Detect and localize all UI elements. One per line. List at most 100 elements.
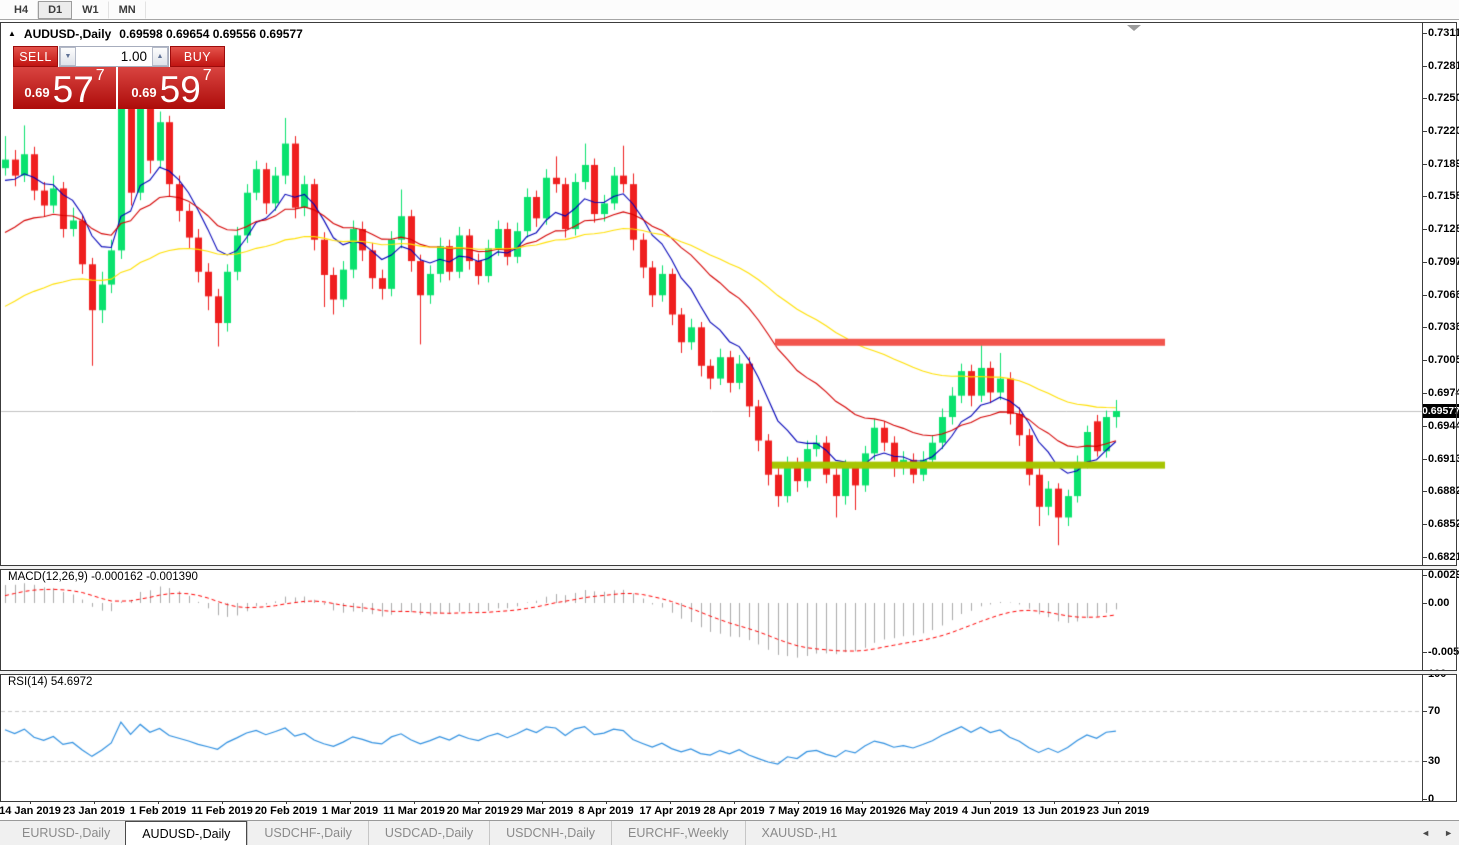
timeframe-button-mn[interactable]: MN (109, 0, 146, 19)
rsi-axis-tick: 30 (1423, 755, 1440, 767)
macd-axis-tick: 0.00 (1423, 597, 1449, 609)
rsi-pane-divider[interactable] (0, 670, 1457, 675)
sell-price-pipette: 7 (95, 67, 105, 84)
chart-tab-usdchf[interactable]: USDCHF-,Daily (247, 821, 368, 845)
rsi-indicator-label: RSI(14) 54.6972 (8, 676, 93, 688)
price-axis-tick: 0.71585 (1423, 190, 1459, 202)
time-axis-label: 13 Jun 2019 (1022, 805, 1086, 817)
time-axis-tick (926, 801, 927, 804)
chart-shift-marker-icon[interactable] (1127, 25, 1141, 31)
time-axis-label: 29 Mar 2019 (510, 805, 574, 817)
buy-price-big: 59 (159, 69, 201, 110)
macd-pane-divider[interactable] (0, 565, 1457, 570)
time-axis-tick (606, 801, 607, 804)
chart-tabs: EURUSD-,Daily AUDUSD-,Daily USDCHF-,Daily U… (0, 821, 853, 845)
volume-increase-button[interactable]: ▲ (152, 47, 168, 66)
chevron-down-icon: ▼ (64, 53, 72, 60)
time-axis-tick (286, 801, 287, 804)
current-price-tag: 0.69577 (1422, 403, 1459, 418)
time-axis-label: 28 Apr 2019 (703, 805, 765, 817)
chart-tab-eurusd[interactable]: EURUSD-,Daily (22, 826, 111, 840)
time-axis-tick (798, 801, 799, 804)
time-axis-label: 1 Feb 2019 (129, 805, 187, 817)
time-axis-tick (862, 801, 863, 804)
time-axis-tick (414, 801, 415, 804)
sell-button[interactable]: SELL (13, 46, 58, 67)
time-axis-label: 23 Jan 2019 (63, 805, 125, 817)
buy-price-pipette: 7 (202, 67, 212, 84)
price-axis-tick: 0.69745 (1423, 387, 1459, 399)
sell-price-big: 57 (52, 69, 94, 110)
time-axis-tick (158, 801, 159, 804)
chart-tabs-bar: EURUSD-,Daily AUDUSD-,Daily USDCHF-,Daily U… (0, 820, 1459, 845)
time-axis-label: 8 Apr 2019 (578, 805, 634, 817)
chart-tab-audusd[interactable]: AUDUSD-,Daily (125, 821, 248, 845)
time-axis-tick (350, 801, 351, 804)
price-axis-tick: 0.73115 (1423, 27, 1459, 39)
time-axis-label: 14 Jan 2019 (0, 805, 61, 817)
volume-stepper: ▼ ▲ (59, 46, 169, 67)
time-axis-label: 20 Mar 2019 (446, 805, 510, 817)
symbol-period-label: AUDUSD-,Daily (23, 27, 112, 41)
time-axis-label: 23 Jun 2019 (1086, 805, 1150, 817)
ohlc-values: 0.69598 0.69654 0.69556 0.69577 (119, 27, 303, 41)
price-axis-border (1422, 22, 1423, 802)
volume-input[interactable] (76, 47, 152, 66)
tab-scroll-arrows: ◄ ► (1421, 821, 1453, 845)
chart-title: ▲ AUDUSD-,Daily 0.69598 0.69654 0.69556 … (8, 27, 303, 41)
time-axis-tick (30, 801, 31, 804)
price-axis-tick: 0.68825 (1423, 485, 1459, 497)
timeframe-toolbar: H4 D1 W1 MN (0, 0, 1459, 20)
time-axis-label: 17 Apr 2019 (639, 805, 701, 817)
time-axis-tick (542, 801, 543, 804)
price-axis-tick: 0.72505 (1423, 92, 1459, 104)
buy-price-prefix: 0.69 (131, 85, 157, 100)
time-axis-tick (1118, 801, 1119, 804)
macd-axis-tick: 0.002984 (1423, 569, 1459, 581)
timeframe-button-d1[interactable]: D1 (38, 0, 73, 19)
chart-tab-usdcad[interactable]: USDCAD-,Daily (367, 821, 489, 845)
chart-tab-usdcnh[interactable]: USDCNH-,Daily (489, 821, 611, 845)
time-axis-tick (670, 801, 671, 804)
collapse-arrow-icon[interactable]: ▲ (8, 29, 16, 38)
sell-price-quote[interactable]: 0.69 57 7 (13, 67, 116, 109)
time-axis-label: 4 Jun 2019 (961, 805, 1019, 817)
chart-tab-eurchf[interactable]: EURCHF-,Weekly (611, 821, 744, 845)
timeframe-button-w1[interactable]: W1 (72, 0, 109, 19)
time-axis-label: 7 May 2019 (768, 805, 828, 817)
time-axis: 14 Jan 2019 23 Jan 2019 1 Feb 2019 11 Feb 2… (0, 801, 1422, 819)
timeframe-button-h4[interactable]: H4 (4, 0, 39, 19)
rsi-axis-tick: 70 (1423, 705, 1440, 717)
time-axis-tick (222, 801, 223, 804)
time-axis-tick (990, 801, 991, 804)
chart-tab-xauusd[interactable]: XAUUSD-,H1 (744, 821, 854, 845)
macd-indicator-label: MACD(12,26,9) -0.000162 -0.001390 (8, 571, 198, 583)
time-axis-tick (734, 801, 735, 804)
price-axis-tick: 0.70665 (1423, 289, 1459, 301)
time-axis-tick (94, 801, 95, 804)
tabs-scroll-right-icon[interactable]: ► (1444, 828, 1453, 838)
time-axis-tick (1054, 801, 1055, 804)
buy-button[interactable]: BUY (170, 46, 225, 67)
time-axis-label: 26 May 2019 (893, 805, 959, 817)
buy-price-quote[interactable]: 0.69 59 7 (118, 67, 225, 109)
volume-decrease-button[interactable]: ▼ (60, 47, 76, 66)
macd-axis-tick: -0.005256 (1423, 646, 1459, 658)
time-axis-label: 20 Feb 2019 (254, 805, 318, 817)
tabs-scroll-left-icon[interactable]: ◄ (1421, 828, 1431, 838)
rsi-axis-tick: 0 (1423, 793, 1434, 805)
